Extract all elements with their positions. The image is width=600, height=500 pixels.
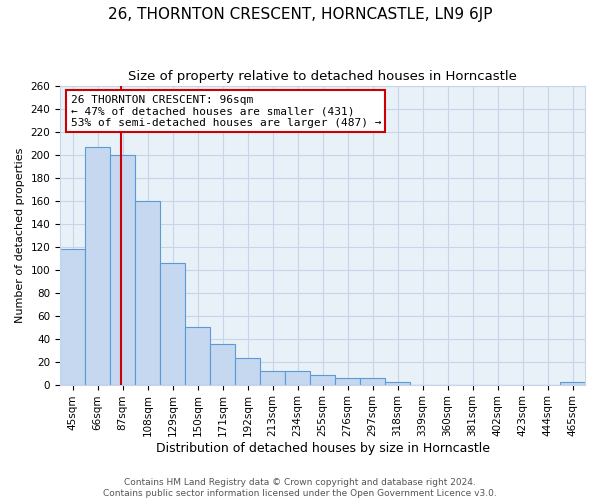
- Bar: [210, 344, 235, 385]
- Bar: [135, 200, 160, 384]
- Bar: [385, 382, 410, 384]
- Bar: [260, 371, 285, 384]
- Bar: [560, 382, 585, 384]
- Y-axis label: Number of detached properties: Number of detached properties: [15, 148, 25, 323]
- Bar: [235, 358, 260, 384]
- Text: 26, THORNTON CRESCENT, HORNCASTLE, LN9 6JP: 26, THORNTON CRESCENT, HORNCASTLE, LN9 6…: [108, 8, 492, 22]
- Bar: [310, 376, 335, 384]
- Bar: [160, 262, 185, 384]
- Bar: [110, 154, 135, 384]
- Bar: [185, 327, 210, 384]
- Bar: [335, 378, 360, 384]
- Bar: [285, 371, 310, 384]
- Text: 26 THORNTON CRESCENT: 96sqm
← 47% of detached houses are smaller (431)
53% of se: 26 THORNTON CRESCENT: 96sqm ← 47% of det…: [71, 94, 381, 128]
- Bar: [60, 249, 85, 384]
- Text: Contains HM Land Registry data © Crown copyright and database right 2024.
Contai: Contains HM Land Registry data © Crown c…: [103, 478, 497, 498]
- Bar: [360, 378, 385, 384]
- X-axis label: Distribution of detached houses by size in Horncastle: Distribution of detached houses by size …: [155, 442, 490, 455]
- Title: Size of property relative to detached houses in Horncastle: Size of property relative to detached ho…: [128, 70, 517, 83]
- Bar: [85, 146, 110, 384]
